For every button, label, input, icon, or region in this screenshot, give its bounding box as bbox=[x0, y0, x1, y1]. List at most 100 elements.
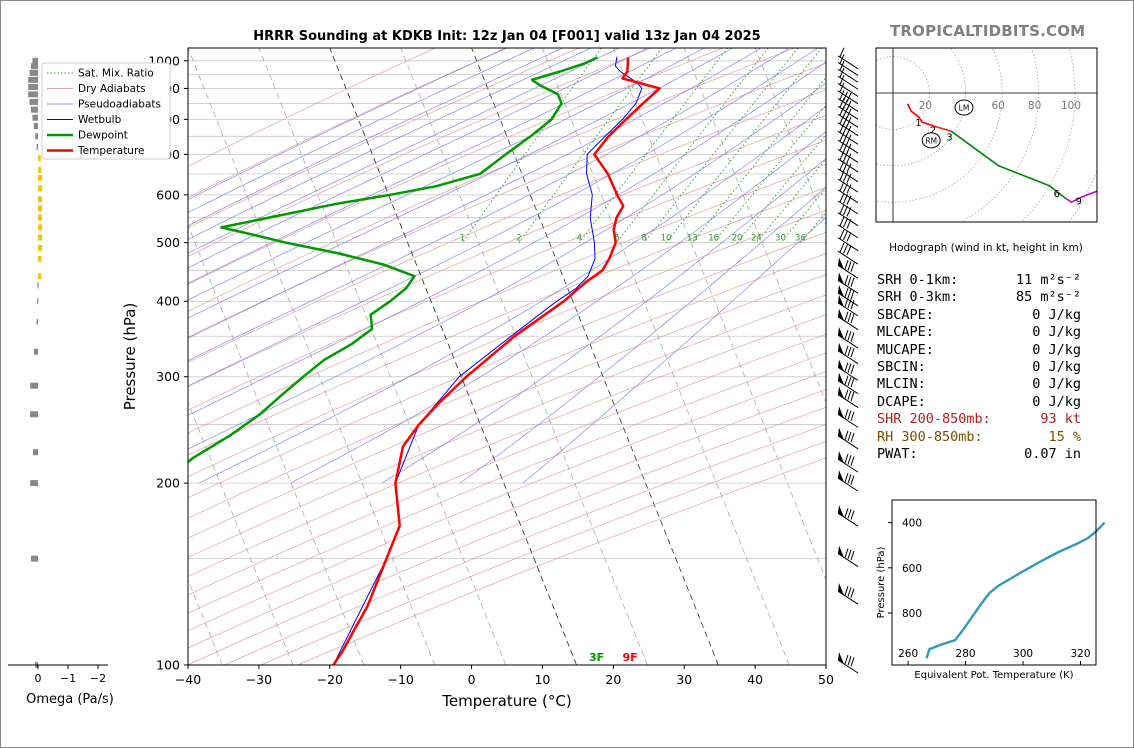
wind-barb-feather bbox=[844, 389, 849, 399]
mixing-ratio-label: 6 bbox=[614, 234, 619, 244]
left-mover-label: LM bbox=[959, 104, 970, 113]
wind-barb bbox=[837, 131, 859, 154]
legend-label: Wetbulb bbox=[78, 114, 122, 126]
mixing-ratio-line bbox=[692, 77, 826, 243]
theta-e-x-tick-label: 320 bbox=[1070, 648, 1090, 660]
moist-adiabat bbox=[188, 48, 705, 301]
x-axis-label: Temperature (°C) bbox=[441, 692, 571, 710]
wind-barb-feather bbox=[847, 331, 852, 341]
x-tick-label: 20 bbox=[605, 672, 621, 687]
parameter-row: SRH 0-3km: 85 m²s⁻² bbox=[877, 289, 1127, 306]
theta-e-line bbox=[925, 521, 1106, 659]
dry-adiabat bbox=[188, 294, 826, 558]
skewt-plot-border bbox=[187, 47, 827, 666]
wind-barb-feather bbox=[850, 657, 855, 667]
moist-adiabat bbox=[459, 186, 826, 484]
surface-dewpoint-label: 3F bbox=[589, 651, 604, 664]
mixing-ratio-label: 8 bbox=[641, 234, 646, 244]
wind-barb-feather bbox=[846, 195, 852, 205]
parameter-value: 0 J/kg bbox=[1032, 324, 1081, 341]
hodograph-height-label: 2 bbox=[930, 125, 936, 136]
hodograph-segment bbox=[1065, 190, 1097, 203]
wind-barb-feather bbox=[846, 173, 852, 183]
theta-e-x-tick-label: 300 bbox=[1013, 648, 1033, 660]
isotherm-line bbox=[754, 48, 826, 227]
wind-barb bbox=[837, 284, 859, 307]
omega-bar bbox=[28, 91, 38, 98]
parameter-label: DCAPE: bbox=[877, 393, 926, 410]
chart-legend: Sat. Mix. Ratio Dry Adiabats Pseudoadiabat… bbox=[41, 62, 171, 160]
parameter-label: SBCAPE: bbox=[877, 306, 934, 323]
mixing-ratio-line bbox=[665, 48, 823, 243]
brand-watermark: TROPICALTIDBITS.COM bbox=[890, 22, 1086, 40]
wind-barb bbox=[837, 451, 859, 473]
wind-barb-feather bbox=[843, 133, 848, 143]
wind-barb-feather bbox=[843, 205, 848, 216]
dry-adiabat bbox=[188, 406, 826, 665]
wind-barb-feather bbox=[839, 242, 845, 253]
mixing-ratio-label: 30 bbox=[775, 234, 786, 244]
isotherm-line bbox=[0, 48, 9, 665]
omega-bar bbox=[38, 174, 43, 181]
omega-bar bbox=[37, 282, 39, 289]
dry-adiabat bbox=[188, 187, 826, 456]
wind-barb-feather bbox=[850, 475, 855, 485]
wind-barb-feather bbox=[839, 68, 845, 78]
mixing-ratio-line bbox=[643, 48, 799, 243]
wind-barb-flag bbox=[838, 545, 844, 558]
moist-adiabat bbox=[188, 48, 790, 362]
parameter-value: 0 J/kg bbox=[1032, 376, 1081, 393]
wind-barb bbox=[837, 272, 859, 294]
wind-barb-feather bbox=[847, 455, 852, 465]
wind-barb-feather bbox=[843, 152, 848, 162]
wind-barb bbox=[837, 68, 859, 90]
omega-bar bbox=[38, 185, 43, 192]
hodograph-segment bbox=[932, 125, 952, 132]
hodograph-ring-label: 60 bbox=[992, 100, 1005, 112]
sounding-parameters: SRH 0-1km: 11 m²s⁻² SRH 0-3km: 85 m²s⁻² SBCA… bbox=[877, 272, 1127, 463]
series-temperature bbox=[332, 57, 661, 665]
wind-barb-staff bbox=[837, 212, 859, 227]
wind-barb bbox=[837, 652, 859, 674]
wind-barb bbox=[837, 47, 859, 70]
mixing-ratio-label: 16 bbox=[708, 234, 719, 244]
parameter-label: PWAT: bbox=[877, 445, 918, 462]
y-tick-label: 300 bbox=[156, 369, 180, 384]
wind-barb-staff bbox=[837, 237, 859, 252]
wind-barb-feather bbox=[850, 588, 855, 598]
wind-barb bbox=[837, 242, 859, 265]
x-tick-label: 50 bbox=[818, 672, 834, 687]
parameter-row: MUCAPE: 0 J/kg bbox=[877, 342, 1127, 359]
x-tick-label: −20 bbox=[317, 672, 343, 687]
legend-label: Dewpoint bbox=[78, 130, 128, 142]
wind-barb bbox=[837, 545, 859, 568]
dry-adiabat bbox=[188, 163, 826, 434]
wind-barb-feather bbox=[846, 184, 852, 194]
wind-barb-feather bbox=[839, 216, 845, 227]
wind-barb-staff bbox=[837, 158, 859, 173]
theta-e-x-label: Equivalent Pot. Temperature (K) bbox=[914, 670, 1073, 681]
wind-barb-feather bbox=[850, 262, 855, 272]
wind-barb-feather bbox=[850, 433, 855, 443]
wind-barb-flag bbox=[838, 583, 844, 596]
omega-bar bbox=[38, 214, 43, 221]
wind-barb bbox=[837, 170, 859, 193]
wind-barb-feather bbox=[844, 287, 849, 298]
parameter-row: PWAT: 0.07 in bbox=[877, 446, 1127, 463]
wind-barb-flag bbox=[838, 427, 844, 440]
dry-adiabat bbox=[188, 231, 826, 499]
hodograph-axes: Hodograph (wind in kt, height in km) bbox=[875, 47, 1098, 254]
wind-barb bbox=[837, 372, 859, 395]
wind-barb-feather bbox=[846, 232, 852, 242]
wind-barb-feather bbox=[847, 656, 852, 666]
omega-bar bbox=[38, 196, 43, 203]
wind-barb-feather bbox=[847, 363, 852, 373]
skewt-background-lines: 1 2 4 6 8 10 13 16 20 24 30 36 bbox=[0, 48, 826, 665]
moist-adiabat bbox=[188, 82, 826, 450]
series-dewpoint bbox=[188, 56, 599, 665]
omega-bar bbox=[38, 244, 43, 251]
theta-e-y-tick-label: 800 bbox=[902, 608, 922, 620]
wind-barb bbox=[837, 181, 859, 204]
wind-barb-feather bbox=[850, 411, 855, 421]
mixing-ratio-label: 13 bbox=[687, 234, 698, 244]
